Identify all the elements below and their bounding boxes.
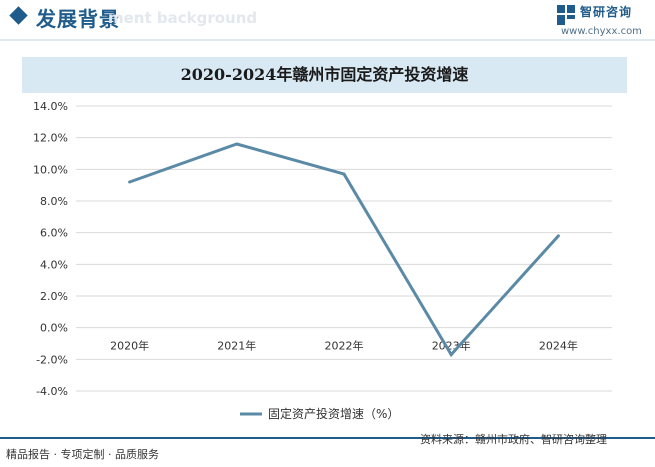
y-tick-label: 12.0%	[33, 132, 68, 145]
legend-label: 固定资产投资增速（%）	[268, 406, 399, 421]
data-point	[449, 353, 453, 357]
section-title: 发展背景	[36, 7, 120, 31]
y-tick-label: 6.0%	[40, 227, 68, 240]
brand-logo-icon	[557, 5, 575, 25]
y-tick-label: 14.0%	[33, 100, 68, 113]
section-subtitle: ment background	[108, 9, 258, 27]
y-tick-label: 2.0%	[40, 290, 68, 303]
y-tick-label: 0.0%	[40, 322, 68, 335]
chart-title-bar: 2020-2024年赣州市固定资产投资增速	[22, 57, 627, 93]
chart-title: 2020-2024年赣州市固定资产投资增速	[180, 65, 469, 84]
x-tick-label: 2021年	[217, 339, 256, 353]
x-tick-label: 2020年	[110, 339, 149, 353]
footer-services: 精品报告 · 专项定制 · 品质服务	[6, 448, 159, 461]
brand-name: 智研咨询	[580, 5, 633, 19]
data-point	[556, 234, 560, 238]
footer-source: 资料来源：赣州市政府、智研咨询整理	[420, 433, 607, 446]
data-point	[128, 180, 132, 184]
data-point	[235, 142, 239, 146]
footer-divider	[0, 437, 655, 439]
header-divider	[0, 39, 655, 41]
data-point	[342, 172, 346, 176]
y-tick-label: -4.0%	[36, 385, 68, 398]
series-line	[129, 142, 560, 358]
x-tick-label: 2022年	[325, 339, 364, 353]
y-tick-label: -2.0%	[36, 353, 68, 366]
brand-url: www.chyxx.com	[561, 26, 642, 37]
y-tick-label: 10.0%	[33, 163, 68, 176]
y-tick-label: 4.0%	[40, 258, 68, 271]
header: 发展背景 ment background 智研咨询 www.chyxx.com	[0, 0, 655, 44]
x-tick-label: 2024年	[539, 339, 578, 353]
y-tick-label: 8.0%	[40, 195, 68, 208]
